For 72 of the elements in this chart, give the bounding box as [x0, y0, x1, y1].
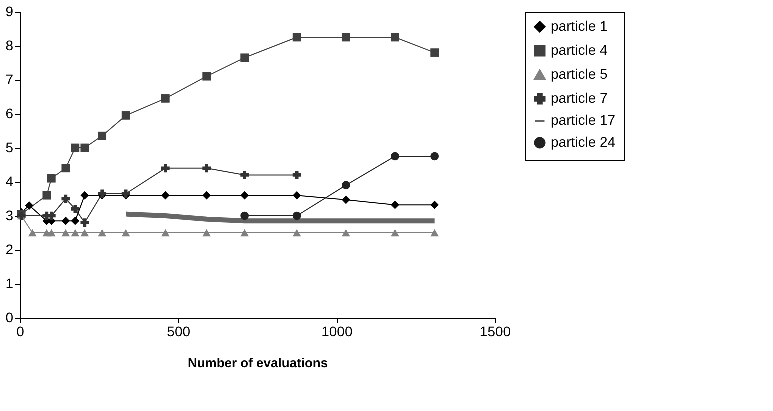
point [292, 33, 302, 42]
y-tick-label: 7 [6, 72, 14, 88]
point [391, 33, 400, 42]
legend-label: particle 7 [551, 90, 608, 106]
point [25, 202, 34, 210]
legend-label: particle 4 [551, 42, 608, 58]
point [122, 112, 130, 120]
point [430, 229, 440, 237]
point [240, 171, 250, 180]
point [430, 48, 440, 57]
point [161, 191, 170, 200]
legend-label: particle 24 [551, 134, 616, 150]
point [240, 191, 250, 200]
point [122, 229, 130, 237]
y-tick-label: 6 [6, 106, 14, 122]
point [42, 191, 52, 200]
point [161, 229, 170, 237]
point [430, 200, 440, 210]
point [62, 216, 70, 226]
point [391, 229, 400, 237]
point [202, 229, 212, 237]
legend-label: particle 17 [551, 112, 616, 128]
point [47, 174, 56, 183]
point [62, 229, 70, 237]
point [71, 144, 80, 152]
point [98, 229, 107, 237]
legend-label: particle 5 [551, 66, 608, 82]
y-tick-label: 4 [6, 174, 14, 190]
point [342, 196, 350, 204]
x-tick-label: 1000 [322, 324, 353, 340]
point [80, 218, 90, 227]
point [62, 194, 70, 204]
x-tick-label: 1500 [480, 324, 512, 340]
point [98, 132, 107, 140]
point [161, 94, 170, 103]
point [391, 152, 400, 161]
y-tick-label: 8 [6, 38, 14, 54]
point [292, 191, 302, 200]
point [342, 229, 350, 237]
point [71, 205, 80, 214]
point [342, 181, 350, 190]
point [391, 200, 400, 210]
point [202, 191, 212, 200]
point [62, 164, 70, 173]
legend-label: particle 1 [551, 18, 608, 34]
point [292, 229, 302, 237]
point [161, 164, 170, 173]
point [47, 229, 56, 237]
point [71, 216, 80, 226]
point [430, 152, 440, 161]
point [240, 54, 250, 62]
y-tick-label: 1 [6, 276, 14, 292]
point [202, 164, 212, 173]
y-tick-label: 5 [6, 140, 14, 156]
point [80, 229, 90, 237]
point [28, 229, 37, 237]
x-tick-label: 500 [167, 324, 191, 340]
x-axis-title: Number of evaluations [188, 356, 328, 370]
point [292, 171, 302, 180]
x-tick-label: 0 [16, 324, 25, 340]
point [71, 229, 80, 237]
point [202, 72, 212, 81]
point [342, 33, 350, 42]
point [240, 212, 250, 220]
y-tick-label: 9 [6, 4, 14, 20]
y-tick-label: 3 [6, 208, 14, 224]
point [80, 144, 90, 152]
y-tick-label: 0 [6, 310, 14, 326]
point [240, 229, 250, 237]
point [292, 212, 302, 220]
y-tick-label: 2 [6, 242, 14, 258]
point [80, 191, 90, 200]
